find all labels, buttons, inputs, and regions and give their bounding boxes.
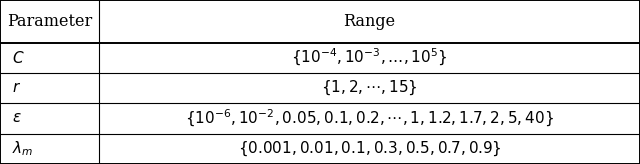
Text: $C$: $C$ (12, 50, 24, 66)
Text: $\{1, 2, \cdots, 15\}$: $\{1, 2, \cdots, 15\}$ (321, 79, 418, 97)
Text: $\{0.001, 0.01, 0.1, 0.3, 0.5, 0.7, 0.9\}$: $\{0.001, 0.01, 0.1, 0.3, 0.5, 0.7, 0.9\… (238, 140, 501, 158)
Text: $\{10^{-4}, 10^{-3}, \ldots, 10^5\}$: $\{10^{-4}, 10^{-3}, \ldots, 10^5\}$ (291, 47, 448, 68)
Text: Parameter: Parameter (7, 13, 92, 30)
Text: Range: Range (344, 13, 396, 30)
Text: $\lambda_m$: $\lambda_m$ (12, 139, 33, 158)
Text: $r$: $r$ (12, 81, 21, 95)
Text: $\epsilon$: $\epsilon$ (12, 112, 22, 125)
Text: $\{10^{-6}, 10^{-2}, 0.05, 0.1, 0.2, \cdots, 1, 1.2, 1.7, 2, 5, 40\}$: $\{10^{-6}, 10^{-2}, 0.05, 0.1, 0.2, \cd… (185, 108, 554, 129)
